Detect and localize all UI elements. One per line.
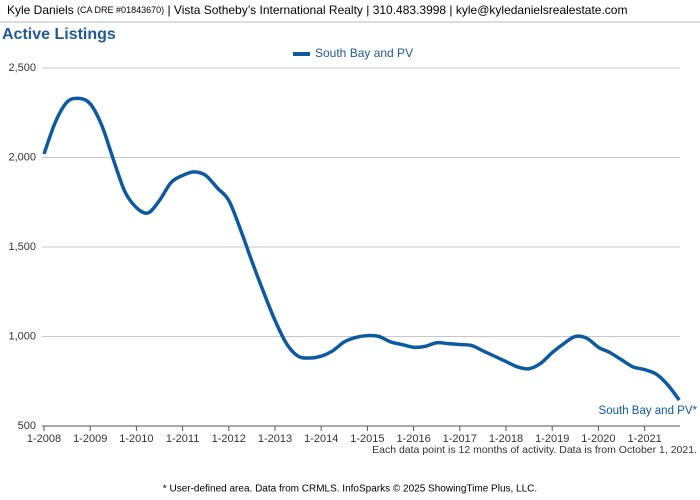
y-tick-label: 2,000 <box>8 151 36 163</box>
x-tick-label: 1-2013 <box>258 433 292 445</box>
series-line <box>42 96 681 402</box>
x-tick-label: 1-2017 <box>443 433 477 445</box>
x-tick-label: 1-2015 <box>350 433 384 445</box>
y-tick-label: 2,500 <box>8 62 36 74</box>
header: Kyle Daniels (CA DRE #01843670) | Vista … <box>7 3 627 17</box>
y-tick-label: 1,000 <box>8 330 36 342</box>
x-tick-label: 1-2021 <box>627 433 661 445</box>
end-label: South Bay and PV* <box>599 405 698 417</box>
y-tick-label: 1,500 <box>8 241 36 253</box>
x-tick-label: 1-2008 <box>27 433 61 445</box>
note: Each data point is 12 months of activity… <box>372 444 697 456</box>
y-tick-label: 500 <box>18 420 36 432</box>
header-rest: | Vista Sotheby’s International Realty |… <box>167 3 627 17</box>
header-name: Kyle Daniels <box>7 3 74 17</box>
x-tick-label: 1-2019 <box>535 433 569 445</box>
footer: * User-defined area. Data from CRMLS. In… <box>163 484 537 495</box>
chart-title: Active Listings <box>2 26 116 43</box>
x-tick-label: 1-2009 <box>73 433 107 445</box>
x-tick-label: 1-2016 <box>396 433 430 445</box>
x-tick-label: 1-2018 <box>489 433 523 445</box>
x-tick-label: 1-2020 <box>581 433 615 445</box>
legend-label: South Bay and PV <box>315 46 413 60</box>
x-tick-label: 1-2011 <box>166 433 199 445</box>
x-tick-label: 1-2010 <box>119 433 153 445</box>
x-tick-label: 1-2014 <box>304 433 338 445</box>
header-license: (CA DRE #01843670) <box>77 5 164 15</box>
x-tick-label: 1-2012 <box>212 433 246 445</box>
